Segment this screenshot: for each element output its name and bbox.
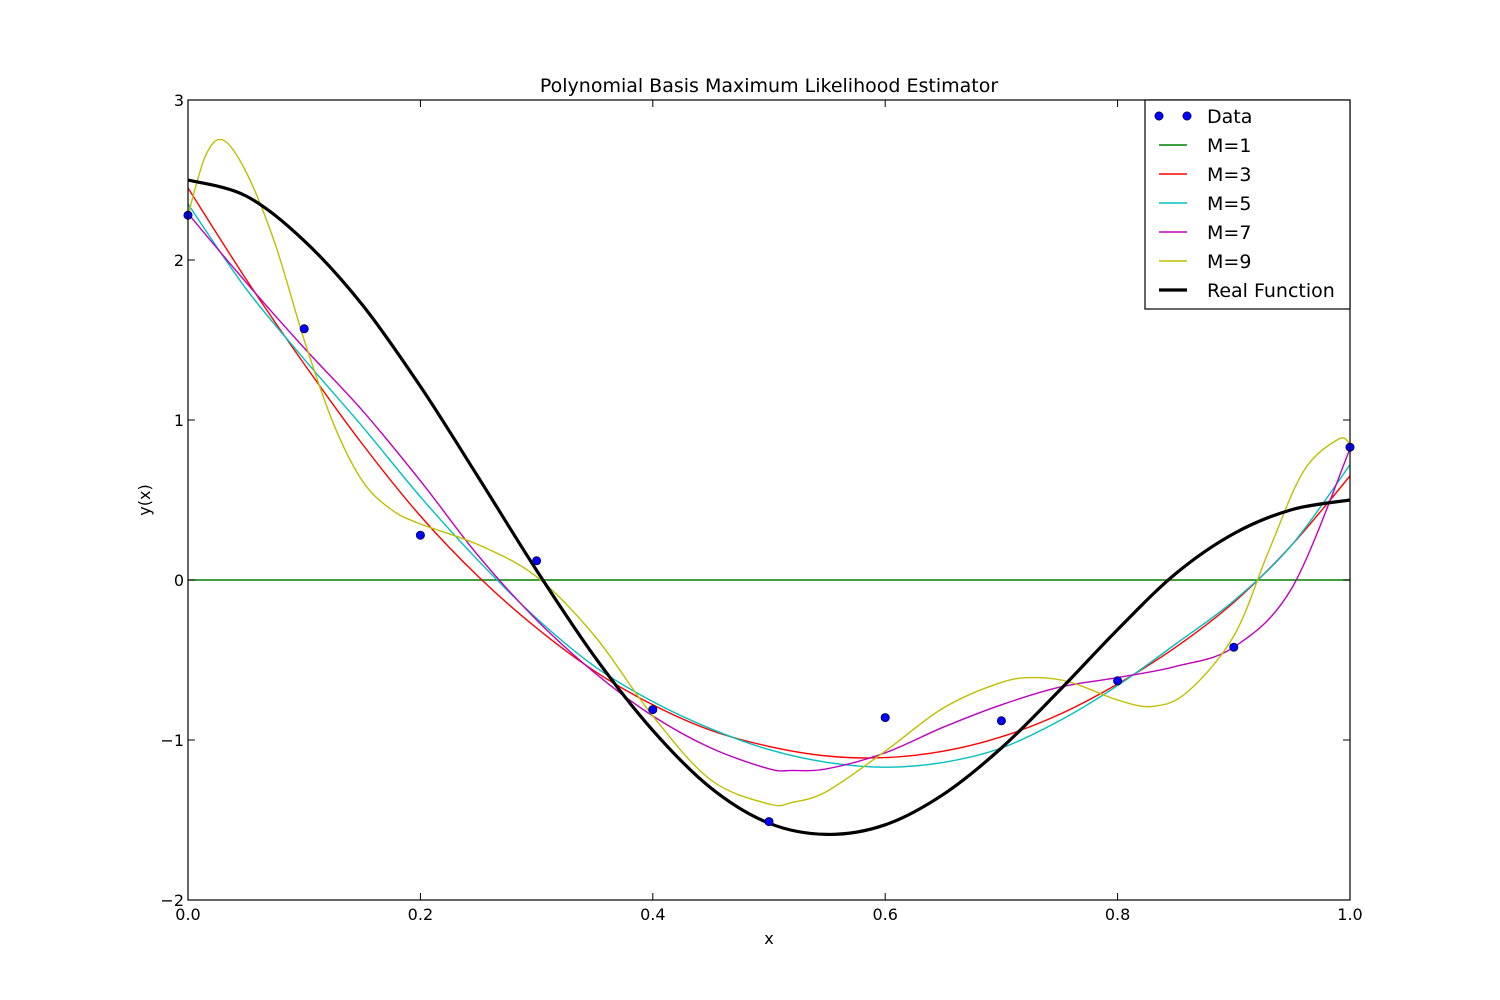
y-tick-label: 1 xyxy=(174,411,184,430)
data-point xyxy=(880,713,890,723)
data-point xyxy=(648,705,658,715)
plot-clip-group xyxy=(188,138,1350,837)
series-line-m-7 xyxy=(188,213,1350,772)
data-point xyxy=(1229,642,1239,652)
legend-label: M=3 xyxy=(1207,164,1251,186)
x-axis-label: x xyxy=(764,929,773,948)
plot-frame xyxy=(187,99,1351,901)
y-tick-label: 0 xyxy=(174,571,184,590)
legend-label: M=9 xyxy=(1207,251,1251,273)
x-tick-label: 1.0 xyxy=(1337,905,1362,924)
x-tick-label: 0.2 xyxy=(408,905,433,924)
data-point xyxy=(764,817,774,827)
data-point xyxy=(415,530,425,540)
data-point xyxy=(996,716,1006,726)
y-tick-label: 2 xyxy=(174,251,184,270)
legend-label: M=5 xyxy=(1207,193,1251,215)
y-tick-label: −1 xyxy=(160,731,184,750)
legend: Data M=1 M=3 M=5 M=7 M=9 Real Function xyxy=(1144,99,1351,310)
legend-label: Data xyxy=(1207,106,1252,128)
legend-box xyxy=(1144,99,1351,310)
legend-marker-data xyxy=(1154,111,1164,121)
legend-label: M=1 xyxy=(1207,135,1251,157)
data-point xyxy=(1113,676,1123,686)
axis-ticks: 0.0 0.2 0.4 0.6 0.8 1.0 −2 −1 0 1 2 3 xyxy=(160,91,1362,924)
x-tick-label: 0.4 xyxy=(640,905,665,924)
y-tick-label: 3 xyxy=(174,91,184,110)
series-line-m-5 xyxy=(188,203,1350,768)
x-tick-label: 0.0 xyxy=(175,905,200,924)
legend-marker-data xyxy=(1182,111,1192,121)
data-point xyxy=(532,556,542,566)
plot-area xyxy=(183,138,1355,837)
chart-title: Polynomial Basis Maximum Likelihood Esti… xyxy=(540,75,998,97)
series-line-m-3 xyxy=(188,187,1350,759)
data-point xyxy=(299,324,309,334)
legend-label: Real Function xyxy=(1207,280,1335,302)
y-axis-label: y(x) xyxy=(135,484,154,515)
legend-label: M=7 xyxy=(1207,222,1251,244)
series-line-m-9 xyxy=(188,138,1350,807)
y-tick-label: −2 xyxy=(160,891,184,910)
x-tick-label: 0.6 xyxy=(872,905,897,924)
x-tick-label: 0.8 xyxy=(1105,905,1130,924)
series-line-real-function xyxy=(188,178,1350,837)
